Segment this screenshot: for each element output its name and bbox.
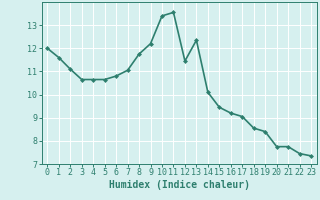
- X-axis label: Humidex (Indice chaleur): Humidex (Indice chaleur): [109, 180, 250, 190]
